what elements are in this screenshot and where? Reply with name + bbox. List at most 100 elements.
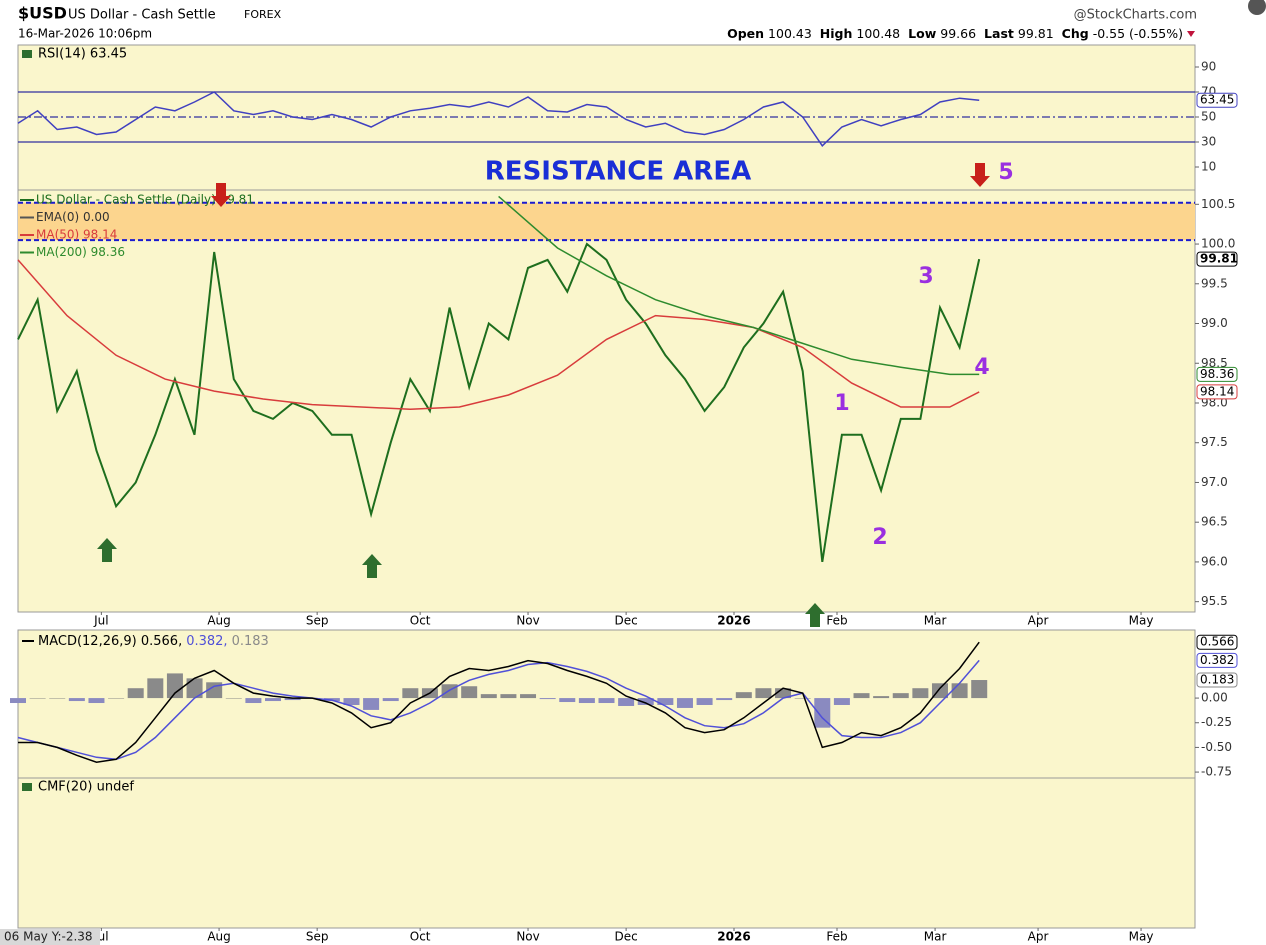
y-tick-label: 96.5 <box>1201 515 1228 529</box>
resistance-band <box>18 202 1195 241</box>
histogram-bar <box>29 698 46 699</box>
histogram-bar <box>480 694 497 699</box>
panel <box>17 629 1196 779</box>
histogram-bar <box>775 688 792 699</box>
histogram-bar <box>186 678 203 699</box>
histogram-bar <box>657 698 674 705</box>
histogram-bar <box>382 698 399 702</box>
histogram-bar <box>559 698 576 703</box>
series-line <box>17 91 980 147</box>
histogram-bar <box>539 698 556 700</box>
legend-entry: MA(50) 98.14 <box>36 228 117 242</box>
value-badge-label: 0.183 <box>1200 673 1234 687</box>
histogram-bar <box>873 696 890 699</box>
histogram-bar <box>794 698 811 699</box>
histogram-bar <box>520 694 537 699</box>
value-badge <box>1196 672 1238 688</box>
down-arrow <box>211 183 231 207</box>
y-tick-label: 10 <box>1201 160 1216 174</box>
x-tick-label: Dec <box>614 614 637 628</box>
histogram-bar <box>912 688 929 699</box>
histogram-bar <box>618 698 635 706</box>
histogram-bar <box>284 698 301 701</box>
legend-entry: EMA(0) 0.00 <box>36 210 110 224</box>
annotation: 2 <box>872 525 887 550</box>
instrument-name: US Dollar - Cash Settle <box>68 8 216 23</box>
histogram-bar <box>363 698 380 710</box>
histogram-bar <box>755 688 772 699</box>
x-tick-label: May <box>1129 614 1154 628</box>
x-axis-row <box>0 612 1266 630</box>
quote-label: Open <box>727 26 764 41</box>
y-tick-label: 100.0 <box>1201 237 1235 251</box>
source: @StockCharts.com <box>1074 8 1197 23</box>
x-tick-label: Feb <box>826 930 847 944</box>
close-icon[interactable] <box>1248 0 1266 15</box>
histogram-bar <box>461 686 478 699</box>
histogram-bar <box>225 698 242 699</box>
footer: 06 May Y:-2.38 <box>4 930 93 944</box>
footer-box <box>0 929 100 945</box>
quote-value: -0.55 (-0.55%) <box>1093 26 1183 41</box>
legend-icon <box>22 783 32 791</box>
value-badge-label: 98.36 <box>1200 367 1234 381</box>
annotation: 1 <box>834 391 849 416</box>
x-tick-label: Apr <box>1028 614 1049 628</box>
y-tick-label: -0.50 <box>1201 740 1232 754</box>
y-tick-label: 96.0 <box>1201 554 1228 568</box>
histogram-bar <box>49 698 66 699</box>
histogram-bar <box>108 698 125 699</box>
x-tick-label: 2026 <box>717 614 750 628</box>
x-tick-label: Oct <box>410 930 431 944</box>
y-tick-label: 95.5 <box>1201 594 1228 608</box>
value-badge <box>1196 652 1238 668</box>
date: 16-Mar-2026 10:06pm <box>18 27 152 41</box>
exchange: FOREX <box>244 8 282 21</box>
value-badge <box>1196 366 1238 382</box>
histogram-bar <box>716 698 733 701</box>
value-badge-label: 98.14 <box>1200 384 1234 398</box>
histogram-bar <box>814 698 831 728</box>
quote-value: 100.43 <box>768 26 812 41</box>
value-badge-label: 99.81 <box>1200 252 1238 266</box>
panel-legend: CMF(20) undef <box>38 780 134 795</box>
histogram-bar <box>88 698 105 704</box>
series-line <box>18 641 980 763</box>
annotation: 3 <box>918 264 933 289</box>
histogram-bar <box>833 698 850 705</box>
y-tick-label: 50 <box>1201 110 1216 124</box>
x-axis-row <box>0 928 1266 945</box>
series-line <box>498 195 980 376</box>
histogram-bar <box>265 698 282 702</box>
symbol: $USD <box>18 4 67 23</box>
x-tick-label: Oct <box>410 614 431 628</box>
value-badge-label: 0.566 <box>1200 635 1234 649</box>
x-tick-label: Dec <box>614 930 637 944</box>
annotation: RESISTANCE AREA <box>485 157 751 187</box>
histogram-bar <box>735 692 752 699</box>
quote-label: Last <box>984 26 1014 41</box>
histogram-bar <box>127 688 144 699</box>
y-tick-label: 30 <box>1201 135 1216 149</box>
up-arrow <box>97 538 117 562</box>
y-tick-label: 98.5 <box>1201 356 1228 370</box>
quote: Open 100.43 High 100.48 Low 99.66 Last 99.81 Chg… <box>727 26 1183 41</box>
panel <box>17 189 1196 613</box>
annotation: 5 <box>998 160 1013 185</box>
histogram-bar <box>637 698 654 705</box>
value-badge <box>1196 384 1238 400</box>
x-tick-label: Aug <box>207 930 230 944</box>
histogram-bar <box>598 698 615 704</box>
x-tick-label: 2026 <box>717 930 750 944</box>
quote-value: 99.66 <box>940 26 976 41</box>
value-badge-label: 63.45 <box>1200 93 1234 107</box>
panel-legend: RSI(14) 63.45 <box>38 47 127 62</box>
quote-value: 100.48 <box>856 26 900 41</box>
x-tick-label: Sep <box>306 614 329 628</box>
panel-legend: MACD(12,26,9) 0.566, 0.382, 0.183 <box>38 634 269 649</box>
quote-value: 99.81 <box>1018 26 1054 41</box>
value-badge-label: 0.382 <box>1200 653 1234 667</box>
series-line <box>17 242 981 563</box>
